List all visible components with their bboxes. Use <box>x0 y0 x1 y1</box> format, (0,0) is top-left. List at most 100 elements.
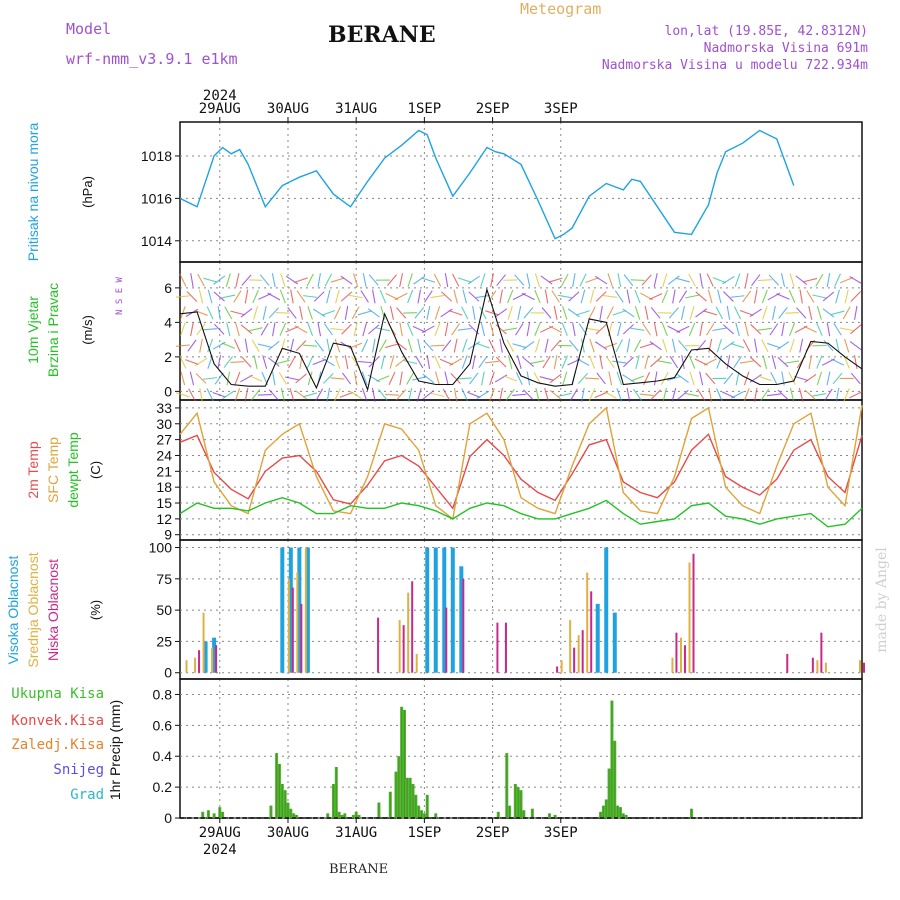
wind-barb <box>716 338 722 353</box>
wind-barb <box>399 273 404 288</box>
y-tick-label: 0 <box>164 383 172 399</box>
precip-bar-core <box>605 799 607 818</box>
top-day-label: 2SEP <box>476 101 510 117</box>
wind-barb <box>588 388 596 402</box>
wind-barb <box>722 341 735 351</box>
wind-barb <box>469 372 479 385</box>
wind-barb <box>351 306 360 320</box>
cloud-bar <box>811 657 814 673</box>
precip-bar-core <box>517 787 519 818</box>
wind-barb <box>378 339 387 353</box>
bottom-day-label: 30AUG <box>267 825 309 841</box>
wind-barb <box>616 388 623 402</box>
wind-barb <box>594 275 608 285</box>
wind-barb <box>589 338 595 353</box>
cloud-bar <box>411 581 414 673</box>
wind-barb <box>451 323 461 336</box>
wind-barb <box>530 360 545 364</box>
precip-legend-label: Zaledj.Kisa <box>11 737 104 753</box>
wind-barb <box>742 290 752 303</box>
wind-barb <box>294 277 308 283</box>
wind-barb <box>706 323 715 336</box>
wind-barb <box>796 307 807 319</box>
wind-barb <box>830 310 845 316</box>
wind-barb <box>314 339 324 352</box>
wind-barb <box>534 289 541 304</box>
wind-barb <box>843 355 850 369</box>
cloud-bar <box>442 547 447 673</box>
wind-barb <box>289 338 295 353</box>
wind-barb <box>444 273 449 288</box>
wind-barb <box>303 344 318 347</box>
wind-barb <box>225 273 231 287</box>
wind-barb <box>322 357 335 367</box>
precip-bar-core <box>344 813 346 818</box>
wind-barb <box>522 341 535 351</box>
wind-barb <box>854 305 858 320</box>
y-tick-label: 100 <box>149 540 173 556</box>
wind-barb <box>585 277 599 283</box>
top-day-label: 29AUG <box>199 101 241 117</box>
cloud-bar <box>407 592 410 673</box>
wind-barb <box>626 338 631 353</box>
wind-barb <box>479 306 487 320</box>
wind-barb <box>662 273 668 287</box>
wind-barb <box>353 322 358 337</box>
wind-barb <box>733 355 742 369</box>
wind-barb <box>507 306 513 320</box>
cloud-bar <box>679 637 682 673</box>
wind-barb <box>387 274 397 286</box>
cloud-bar <box>297 547 302 673</box>
wind-barb <box>222 390 235 400</box>
wind-barb <box>339 391 354 398</box>
wind-barb <box>224 306 233 320</box>
wind-barb <box>515 371 523 386</box>
wind-barb <box>712 327 727 332</box>
y-tick-label: 27 <box>156 432 172 448</box>
cloud-bar <box>569 620 572 673</box>
temp-series-line <box>179 433 863 510</box>
wind-barb <box>190 322 194 337</box>
cloud-bar <box>462 578 465 673</box>
cloud-axis-title-high: Visoka Oblacnost <box>5 556 21 665</box>
precip-bar-core <box>202 811 204 818</box>
wind-barb <box>850 372 861 385</box>
precip-bar-core <box>435 813 437 818</box>
precip-legend-label: Grad <box>70 787 104 803</box>
wind-barb <box>726 355 731 370</box>
precip-bar-core <box>523 810 525 818</box>
wind-barb <box>449 358 462 366</box>
cloud-axis-title-mid: Srednja Oblacnost <box>25 552 41 667</box>
cloud-bar <box>415 653 418 673</box>
wind-barb <box>708 338 713 353</box>
wind-barb <box>639 343 654 349</box>
wind-barb <box>733 306 742 320</box>
wind-barb <box>815 273 824 287</box>
wind-barb <box>721 391 736 399</box>
precip-bar-core <box>403 709 405 818</box>
wind-barb <box>279 289 286 304</box>
wind-barb <box>285 326 299 333</box>
wind-barb <box>668 307 679 319</box>
y-tick-label: 6 <box>164 280 172 296</box>
wind-barb <box>457 327 472 331</box>
wind-barb <box>788 289 796 304</box>
precip-bar-core <box>213 813 215 818</box>
wind-barb <box>761 289 768 304</box>
wind-barb <box>357 310 372 316</box>
wind-barb <box>362 322 368 337</box>
precip-bar-core <box>520 790 522 818</box>
wind-barb <box>617 322 622 337</box>
wind-barb <box>417 338 422 353</box>
wind-barb <box>262 355 268 369</box>
wind-barb <box>650 356 662 368</box>
wind-barb <box>826 273 831 288</box>
wind-barb <box>303 295 318 298</box>
wind-barb <box>258 293 272 300</box>
wind-barb <box>380 355 386 369</box>
bottom-year-label: 2024 <box>203 842 237 858</box>
compass-label: N S E W <box>115 276 125 315</box>
wind-barb <box>644 355 649 369</box>
cloud-bar <box>305 547 310 673</box>
precip-bar-core <box>290 808 292 818</box>
